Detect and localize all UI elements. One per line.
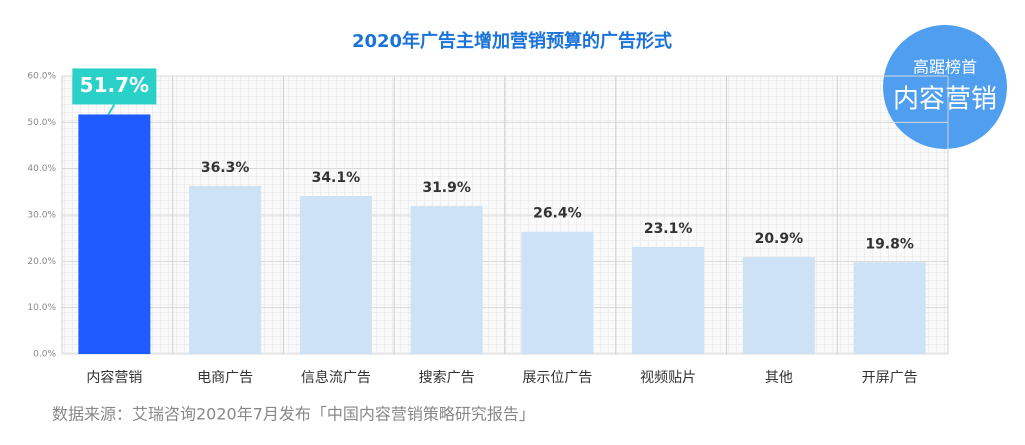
value-label: 31.9% — [422, 180, 471, 196]
bar — [742, 257, 815, 354]
bar — [521, 231, 594, 354]
chart-title: 2020年广告主增加营销预算的广告形式 — [352, 30, 672, 52]
x-tick-label: 电商广告 — [197, 370, 253, 386]
highlight-pointer — [107, 103, 116, 115]
y-tick-label: 30.0% — [27, 211, 56, 221]
value-label: 23.1% — [644, 221, 693, 237]
value-label: 36.3% — [201, 160, 250, 176]
highlight-box — [72, 68, 157, 105]
bar — [853, 262, 926, 354]
x-tick-label: 视频贴片 — [640, 370, 696, 386]
bar — [632, 246, 705, 354]
bar — [299, 196, 372, 354]
value-label: 20.9% — [755, 231, 804, 247]
value-label: 34.1% — [312, 170, 361, 186]
x-tick-label: 展示位广告 — [522, 370, 592, 386]
y-tick-label: 20.0% — [27, 257, 56, 267]
y-tick-label: 60.0% — [27, 72, 56, 82]
x-tick-label: 信息流广告 — [301, 369, 371, 386]
x-tick-label: 其他 — [765, 370, 793, 386]
x-tick-label: 开屏广告 — [862, 370, 918, 386]
bar — [410, 206, 483, 354]
x-tick-label: 搜索广告 — [419, 369, 475, 386]
bar — [78, 114, 151, 354]
badge — [883, 25, 1007, 149]
value-label: 19.8% — [865, 236, 914, 252]
y-tick-label: 40.0% — [27, 164, 56, 174]
y-tick-label: 10.0% — [27, 303, 56, 313]
bar — [189, 185, 262, 354]
y-tick-label: 50.0% — [27, 118, 56, 128]
x-tick-label: 内容营销 — [86, 369, 142, 386]
badge-text: 高踞榜首 — [913, 58, 977, 77]
value-label: 26.4% — [533, 206, 582, 222]
badge-text: 内容营销 — [893, 85, 997, 115]
y-tick-label: 0.0% — [33, 350, 56, 360]
source-note: 数据来源：艾瑞咨询2020年7月发布「中国内容营销策略研究报告」 — [52, 405, 535, 424]
value-label: 51.7% — [80, 73, 149, 97]
